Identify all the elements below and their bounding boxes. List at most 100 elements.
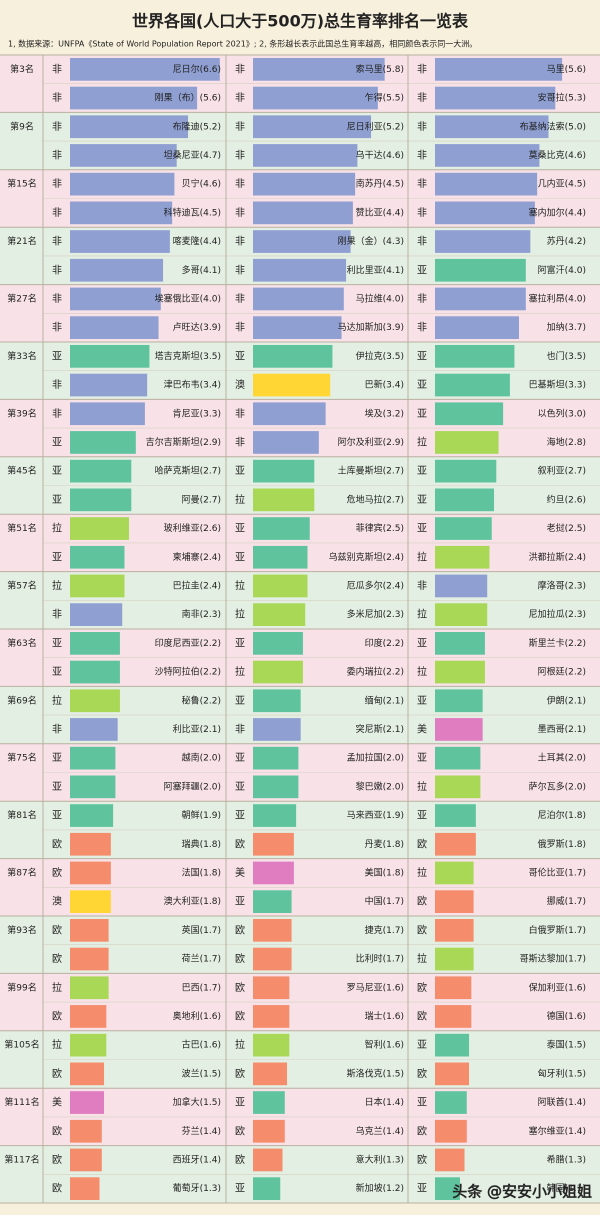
country-label: 德国(1.6) — [547, 1010, 586, 1022]
country-label: 哈萨克斯坦(2.7) — [155, 465, 221, 477]
bar — [435, 718, 483, 741]
bar — [253, 632, 303, 655]
bar — [70, 603, 123, 626]
bar — [435, 890, 474, 913]
continent-label: 非 — [52, 322, 62, 334]
bar — [435, 1091, 467, 1114]
continent-label: 拉 — [417, 780, 427, 793]
country-label: 科特迪瓦(4.5) — [164, 206, 221, 218]
country-label: 埃及(3.2) — [365, 407, 404, 419]
bar — [70, 1033, 107, 1057]
country-label: 尼日尔(6.6) — [173, 63, 221, 75]
country-label: 索马里(5.8) — [356, 63, 404, 75]
continent-label: 拉 — [52, 579, 62, 592]
continent-label: 亚 — [417, 753, 427, 764]
bar — [435, 919, 474, 942]
bar — [70, 689, 120, 713]
continent-label: 拉 — [417, 665, 427, 678]
country-label: 朝鲜(1.9) — [182, 809, 221, 821]
continent-label: 亚 — [235, 524, 245, 535]
continent-label: 拉 — [417, 608, 427, 621]
bar — [253, 459, 315, 483]
continent-label: 拉 — [52, 981, 62, 994]
continent-label: 拉 — [417, 866, 427, 879]
bar — [253, 1119, 285, 1143]
continent-label: 非 — [417, 322, 427, 334]
country-label: 马来西亚(1.9) — [347, 810, 404, 821]
bar — [253, 115, 372, 139]
continent-label: 美 — [52, 1096, 62, 1109]
bar — [435, 115, 549, 139]
bar — [435, 861, 474, 885]
continent-label: 非 — [417, 580, 427, 592]
country-label: 柬埔寨(2.4) — [173, 551, 221, 563]
continent-label: 亚 — [417, 466, 427, 477]
bar — [253, 545, 308, 569]
continent-label: 非 — [417, 149, 427, 161]
continent-label: 欧 — [52, 1183, 62, 1195]
bar — [70, 660, 120, 684]
country-label: 阿塞拜疆(2.0) — [164, 780, 221, 792]
continent-label: 亚 — [235, 696, 245, 707]
bar — [70, 86, 198, 110]
rank-label: 第93名 — [7, 924, 36, 936]
country-label: 瑞典(1.8) — [182, 838, 221, 850]
continent-label: 欧 — [235, 982, 245, 994]
bar — [70, 201, 173, 225]
continent-label: 亚 — [235, 466, 245, 477]
bar — [253, 1033, 290, 1057]
country-label: 斯洛伐克(1.5) — [347, 1067, 404, 1079]
continent-label: 非 — [235, 92, 245, 104]
continent-label: 亚 — [235, 782, 245, 793]
continent-label: 拉 — [417, 550, 427, 563]
country-label: 塞内加尔(4.4) — [529, 206, 586, 218]
country-label: 吉尔吉斯斯坦(2.9) — [146, 436, 221, 448]
continent-label: 欧 — [417, 924, 427, 936]
country-label: 土库曼斯坦(2.7) — [338, 465, 404, 477]
country-label: 印度尼西亚(2.2) — [155, 637, 221, 649]
continent-label: 亚 — [52, 811, 62, 822]
bar — [435, 172, 538, 196]
bar — [253, 689, 301, 713]
continent-label: 亚 — [417, 265, 427, 276]
country-label: 日本(1.4) — [365, 1096, 404, 1108]
country-label: 俄罗斯(1.8) — [538, 838, 586, 850]
country-label: 伊朗(2.1) — [547, 694, 586, 706]
bar — [435, 545, 490, 569]
country-label: 布基纳法索(5.0) — [520, 120, 586, 132]
bar — [435, 345, 515, 368]
continent-label: 非 — [52, 264, 62, 276]
bar — [253, 172, 356, 196]
continent-label: 亚 — [417, 380, 427, 391]
continent-label: 亚 — [52, 753, 62, 764]
bar — [70, 144, 177, 167]
bar — [70, 861, 111, 885]
bar — [70, 1062, 105, 1086]
continent-label: 欧 — [417, 1125, 427, 1137]
continent-label: 亚 — [52, 638, 62, 649]
continent-label: 非 — [52, 723, 62, 735]
country-label: 缅甸(2.1) — [365, 694, 404, 706]
continent-label: 亚 — [235, 351, 245, 362]
rank-label: 第105名 — [4, 1039, 39, 1051]
country-label: 马达加斯加(3.9) — [338, 321, 404, 333]
country-label: 芬兰(1.4) — [182, 1125, 221, 1137]
continent-label: 亚 — [417, 495, 427, 506]
continent-label: 非 — [52, 178, 62, 190]
country-label: 罗马尼亚(1.6) — [347, 982, 404, 993]
country-label: 比利时(1.7) — [356, 953, 404, 965]
bar — [70, 258, 164, 282]
country-label: 利比里亚(4.1) — [347, 264, 404, 276]
continent-label: 亚 — [235, 753, 245, 764]
bar — [435, 258, 526, 282]
bar — [70, 402, 145, 426]
bar — [70, 574, 125, 598]
bar — [435, 1119, 467, 1143]
country-label: 刚果（布）(5.6) — [155, 92, 221, 104]
bar — [253, 718, 301, 741]
continent-label: 拉 — [235, 1038, 245, 1051]
rank-label: 第27名 — [7, 292, 36, 304]
country-label: 巴西(1.7) — [182, 982, 221, 993]
bar — [435, 58, 563, 81]
bar — [253, 603, 306, 626]
